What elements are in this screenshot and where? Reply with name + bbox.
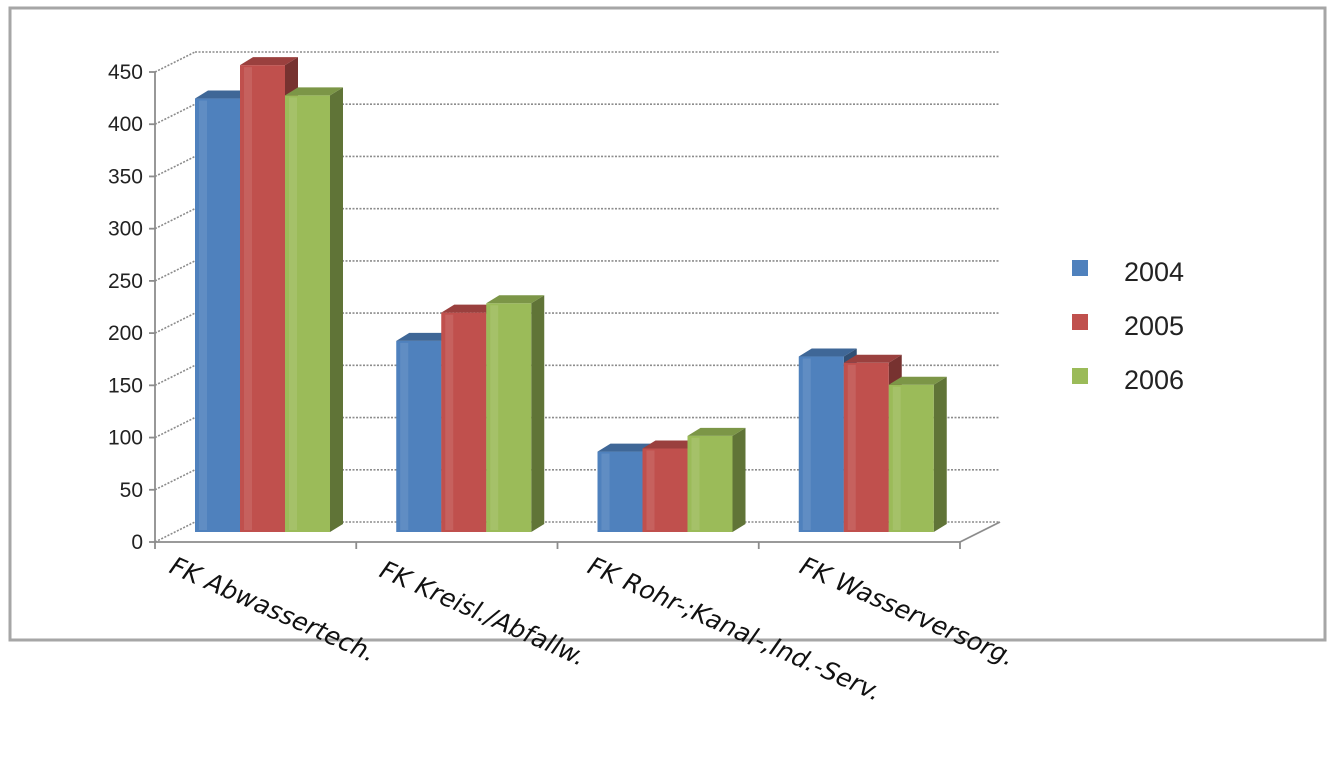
legend-item: 2005 — [1072, 311, 1184, 341]
bar — [888, 376, 947, 532]
y-axis-ticks: 0 50 100 150 200 250 300 350 400 450 — [108, 61, 143, 554]
y-tick-label: 100 — [108, 427, 143, 450]
bar-top-face — [888, 376, 947, 385]
gridline-side — [154, 364, 196, 387]
gridline-side — [154, 521, 196, 543]
y-tick-label: 150 — [108, 374, 143, 397]
legend-item: 2004 — [1072, 257, 1184, 287]
bar-side-face — [732, 427, 746, 532]
bar — [687, 427, 746, 532]
gridline-side — [154, 416, 196, 439]
bar-top-face — [486, 295, 545, 304]
bar-highlight — [400, 342, 409, 530]
y-tick-label: 300 — [108, 218, 143, 241]
gridline-side — [154, 51, 196, 73]
gridline-side — [154, 312, 196, 334]
legend-label: 2005 — [1124, 311, 1184, 341]
y-tick-label: 250 — [108, 270, 143, 293]
axes — [149, 71, 1001, 549]
bar-top-face — [597, 443, 656, 452]
bar-side-face — [531, 295, 545, 532]
bar-highlight — [490, 305, 499, 530]
y-tick-label: 0 — [131, 531, 143, 554]
y-tick-label: 350 — [108, 165, 143, 188]
bar-top-face — [687, 427, 746, 436]
gridline-side — [154, 260, 196, 282]
y-tick-label: 200 — [108, 322, 143, 345]
floor-edge — [959, 521, 1001, 543]
bar-highlight — [691, 437, 700, 530]
legend-swatch — [1072, 314, 1088, 330]
bar-top-face — [642, 440, 701, 449]
gridline-side — [154, 103, 196, 125]
bar-highlight — [847, 364, 856, 530]
y-tick-label: 400 — [108, 113, 143, 136]
gridline-side — [154, 155, 196, 178]
bar — [285, 87, 343, 532]
bar-highlight — [802, 358, 811, 530]
legend-label: 2004 — [1124, 257, 1184, 287]
bar-highlight — [445, 314, 454, 530]
bar-top-face — [843, 354, 902, 363]
legend-label: 2006 — [1124, 365, 1184, 395]
y-tick-label: 50 — [120, 479, 143, 502]
gridline-side — [154, 469, 196, 491]
bar-side-face — [330, 87, 343, 532]
bar-top-face — [441, 304, 500, 313]
bar-highlight — [646, 450, 655, 530]
bar-top-face — [195, 90, 253, 99]
bar-highlight — [601, 453, 610, 530]
bar-highlight — [244, 67, 252, 530]
bars — [195, 57, 947, 533]
legend-swatch — [1072, 260, 1088, 276]
y-tick-label: 450 — [108, 61, 143, 84]
gridline-side — [154, 207, 196, 230]
legend: 2004 2005 2006 — [1072, 257, 1184, 395]
bar-top-face — [798, 348, 857, 357]
bar-highlight — [892, 386, 901, 530]
bar-top-face — [396, 332, 455, 341]
legend-swatch — [1072, 368, 1088, 384]
bar-top-face — [285, 87, 343, 96]
bar-side-face — [933, 376, 947, 532]
bar-top-face — [240, 57, 298, 66]
bar — [486, 295, 545, 532]
bar-highlight — [199, 100, 207, 531]
bar-highlight — [289, 97, 297, 530]
legend-item: 2006 — [1072, 365, 1184, 395]
